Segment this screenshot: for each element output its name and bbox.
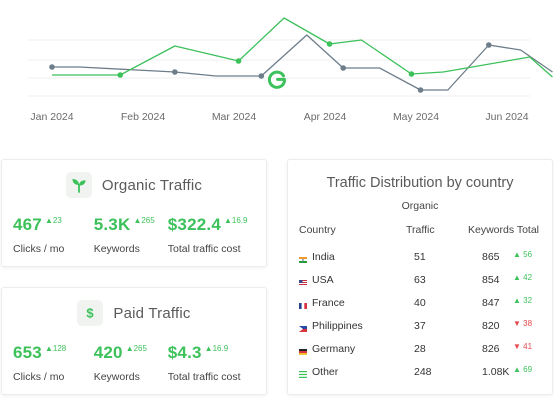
paid-clicks-metric: 653 ▲128 Clicks / mo	[13, 343, 94, 383]
gray-series-point[interactable]	[417, 87, 424, 93]
paid-traffic-header: $ Paid Traffic	[2, 300, 266, 326]
country-keywords: 854	[482, 274, 500, 286]
table-row: France 40 847 ▲ 32	[288, 296, 552, 313]
country-traffic: 63	[414, 274, 426, 286]
metric-delta: ▲23	[44, 216, 62, 225]
country-name: Other	[312, 366, 339, 378]
country-traffic: 28	[414, 343, 426, 355]
country-keywords: 820	[482, 320, 500, 332]
column-header-traffic: Traffic	[406, 224, 435, 236]
gray-series-point[interactable]	[172, 69, 178, 75]
paid-keywords-metric: 420 ▲265 Keywords	[94, 343, 168, 383]
organic-cost-metric: $322.4 ▲16.9 Total traffic cost	[168, 215, 258, 255]
keywords-delta: ▼ 38	[513, 319, 533, 328]
green-series-point[interactable]	[235, 58, 242, 64]
gray-series-point[interactable]	[49, 64, 55, 70]
metric-label: Clicks / mo	[13, 243, 65, 255]
table-row: Philippines 37 820 ▼ 38	[288, 319, 552, 336]
metric-delta: ▲128	[44, 344, 67, 353]
distribution-title: Traffic Distribution by country	[326, 175, 514, 191]
metric-delta: ▲265	[133, 216, 155, 225]
traffic-line-chart: Jan 2024 Feb 2024 Mar 2024 Apr 2024 May 2024…	[28, 17, 553, 123]
green-series-point[interactable]	[408, 71, 415, 77]
paid-traffic-title: Paid Traffic	[113, 304, 191, 322]
keywords-delta: ▲ 69	[513, 365, 533, 374]
country-name: USA	[312, 274, 334, 286]
sprout-icon	[65, 172, 92, 198]
metric-label: Clicks / mo	[13, 371, 65, 383]
keywords-delta: ▲ 32	[513, 296, 533, 305]
organic-traffic-header: Organic Traffic	[2, 172, 266, 198]
flag-usa-icon	[299, 277, 307, 286]
traffic-distribution-card: Traffic Distribution by country Organic …	[287, 159, 553, 395]
country-name: France	[312, 297, 345, 309]
country-traffic: 51	[414, 251, 426, 263]
organic-traffic-title: Organic Traffic	[101, 176, 203, 194]
x-axis-labels: Jan 2024 Feb 2024 Mar 2024 Apr 2024 May 2024…	[30, 111, 528, 123]
flag-germany-icon	[299, 346, 307, 355]
metric-value: $4.3	[167, 343, 202, 362]
metric-label: Keywords	[93, 371, 140, 383]
paid-metrics: 653 ▲128 Clicks / mo 420 ▲265 Keywords $4.…	[13, 343, 258, 383]
organic-clicks-metric: 467 ▲23 Clicks / mo	[13, 215, 94, 255]
paid-cost-metric: $4.3 ▲16.9 Total traffic cost	[168, 343, 258, 383]
table-row: India 51 865 ▲ 56	[288, 250, 552, 267]
green-series-point[interactable]	[326, 41, 333, 47]
x-tick-label: Jun 2024	[485, 111, 528, 123]
metric-label: Keywords	[93, 243, 140, 255]
dollar-icon: $	[77, 300, 104, 326]
country-keywords: 826	[482, 343, 500, 355]
country-name: India	[312, 251, 335, 263]
x-tick-label: Mar 2024	[212, 111, 257, 123]
google-g-icon	[267, 70, 286, 89]
list-icon	[299, 369, 307, 378]
table-row: USA 63 854 ▲ 42	[288, 273, 552, 290]
flag-india-icon	[299, 254, 307, 263]
metric-value: $322.4	[167, 215, 221, 234]
organic-traffic-card: Organic Traffic 467 ▲23 Clicks / mo 5.3K ▲…	[1, 159, 267, 267]
column-header-country: Country	[299, 224, 336, 236]
metric-delta: ▲265	[125, 344, 147, 353]
country-name: Philippines	[312, 320, 363, 332]
distribution-subtitle: Organic	[401, 200, 439, 212]
flag-philippines-icon	[299, 323, 307, 332]
x-tick-label: Jan 2024	[30, 111, 73, 123]
metric-value: 5.3K	[93, 215, 131, 234]
country-keywords: 847	[482, 297, 500, 309]
gray-series-point[interactable]	[486, 42, 492, 48]
metric-label: Total traffic cost	[167, 243, 241, 255]
x-tick-label: Apr 2024	[304, 111, 347, 123]
organic-metrics: 467 ▲23 Clicks / mo 5.3K ▲265 Keywords $32…	[13, 215, 258, 255]
gray-series-line	[52, 34, 553, 91]
paid-traffic-card: $ Paid Traffic 653 ▲128 Clicks / mo 420 ▲2…	[1, 287, 267, 395]
keywords-delta: ▼ 41	[513, 342, 533, 351]
country-traffic: 37	[414, 320, 426, 332]
keywords-delta: ▲ 56	[513, 250, 533, 259]
country-keywords: 1.08K	[482, 366, 510, 378]
country-traffic: 248	[414, 366, 432, 378]
metric-label: Total traffic cost	[167, 371, 241, 383]
green-series-point[interactable]	[117, 72, 124, 78]
country-traffic: 40	[414, 297, 426, 309]
metric-value: 653	[13, 343, 42, 362]
svg-text:$: $	[87, 306, 95, 321]
series-layer	[49, 17, 553, 93]
metric-value: 420	[93, 343, 123, 362]
x-tick-label: May 2024	[393, 111, 439, 123]
organic-keywords-metric: 5.3K ▲265 Keywords	[94, 215, 168, 255]
metric-delta: ▲16.9	[204, 344, 229, 353]
metric-value: 467	[13, 215, 42, 234]
gray-series-point[interactable]	[258, 73, 265, 79]
table-row: Germany 28 826 ▼ 41	[288, 342, 552, 359]
column-header-keywords: Keywords Total	[468, 224, 540, 236]
table-row: Other 248 1.08K ▲ 69	[288, 365, 552, 382]
flag-france-icon	[299, 300, 307, 309]
keywords-delta: ▲ 42	[513, 273, 533, 282]
country-name: Germany	[312, 343, 356, 355]
metric-delta: ▲16.9	[223, 216, 248, 225]
country-keywords: 865	[482, 251, 500, 263]
x-tick-label: Feb 2024	[121, 111, 166, 123]
green-series-line	[52, 17, 553, 78]
gray-series-point[interactable]	[340, 65, 347, 71]
